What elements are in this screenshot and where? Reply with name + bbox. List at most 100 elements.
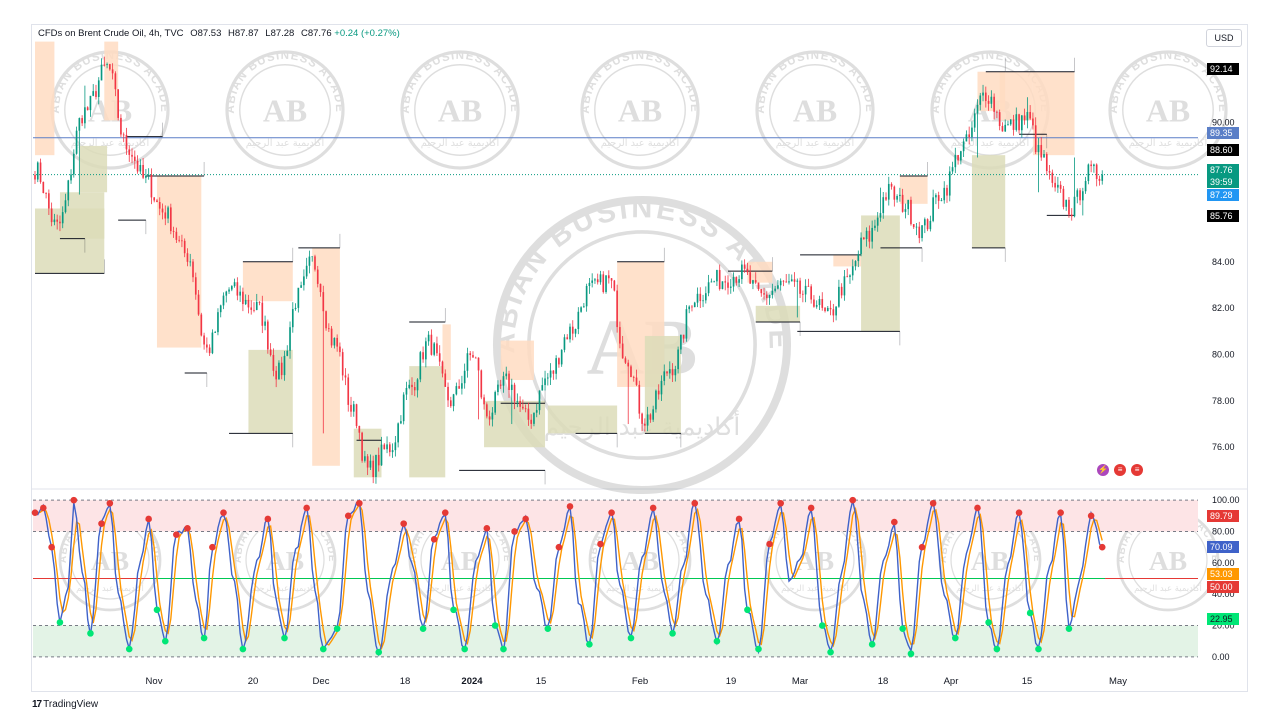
- candle-body: [1057, 184, 1059, 188]
- osc-high-marker: [430, 536, 438, 543]
- candle-body: [497, 384, 499, 393]
- candle-body: [413, 387, 416, 391]
- osc-tick-label: 40.00: [1212, 589, 1235, 599]
- candle-body: [932, 197, 934, 221]
- candle-body: [339, 346, 341, 353]
- candle-body: [383, 444, 386, 450]
- osc-low-marker: [755, 645, 762, 653]
- candle-body: [411, 384, 413, 388]
- price-badge: 87.28: [1207, 189, 1239, 201]
- candle-body: [840, 286, 843, 296]
- price-badge: 92.14: [1207, 63, 1239, 75]
- candle-body: [111, 69, 114, 74]
- candle-body: [92, 91, 95, 96]
- candle-body: [727, 282, 729, 288]
- candle-body: [103, 64, 106, 66]
- candle-body: [552, 370, 555, 374]
- candle-body: [574, 328, 577, 334]
- candle-body: [183, 240, 186, 254]
- symbol-title[interactable]: CFDs on Brent Crude Oil, 4h, TVC: [38, 28, 184, 39]
- candle-body: [1026, 111, 1029, 121]
- candle-body: [402, 394, 405, 422]
- branding-label: TradingView: [43, 699, 99, 710]
- candle-body: [438, 353, 441, 362]
- candle-body: [857, 254, 860, 262]
- candle-body: [743, 264, 746, 269]
- candle-body: [355, 404, 358, 426]
- tradingview-logo[interactable]: 17 TradingView: [32, 699, 98, 710]
- candle-body: [943, 187, 946, 201]
- candle-body: [976, 104, 979, 114]
- candle-body: [405, 387, 408, 395]
- candle-body: [558, 358, 560, 365]
- candle-body: [865, 230, 868, 240]
- osc-high-marker: [40, 504, 47, 512]
- candle-body: [510, 384, 513, 391]
- price-tick-label: 80.00: [1212, 350, 1235, 360]
- candle-body: [491, 412, 494, 420]
- candle-body: [131, 154, 133, 157]
- candle-body: [422, 352, 424, 360]
- candle-body: [1032, 118, 1034, 126]
- lightning-icon[interactable]: ⚡: [1097, 464, 1109, 476]
- candle-body: [1098, 178, 1101, 181]
- osc-high-marker: [849, 496, 857, 504]
- watermark-monogram: AB: [441, 545, 479, 576]
- candle-body: [106, 64, 108, 65]
- candle-body: [1043, 154, 1045, 158]
- demand-zone-14: [547, 405, 618, 434]
- candle-body: [979, 95, 982, 105]
- candle-body: [194, 277, 197, 295]
- candle-body: [713, 281, 715, 283]
- candle-body: [449, 400, 452, 407]
- candle-body: [167, 207, 169, 219]
- watermark-bottom-text: أكاديمية عبد الرحيم: [421, 136, 500, 149]
- candle-body: [480, 370, 483, 398]
- candle-body: [874, 225, 876, 228]
- candle-body: [175, 231, 178, 240]
- candle-body: [217, 312, 219, 333]
- candle-body: [400, 421, 402, 424]
- flag-icon-2[interactable]: ≡: [1131, 464, 1144, 476]
- candle-body: [876, 217, 879, 226]
- time-tick-label: Mar: [792, 676, 808, 687]
- candle-body: [214, 332, 217, 333]
- candle-body: [566, 337, 569, 340]
- chart-legend: CFDs on Brent Crude Oil, 4h, TVC O87.53 …: [38, 28, 400, 39]
- osc-low-marker: [1026, 609, 1034, 617]
- osc-high-marker: [974, 504, 981, 512]
- candle-body: [738, 279, 740, 283]
- candle-body: [685, 309, 688, 339]
- candle-body: [486, 404, 488, 417]
- candle-body: [375, 454, 377, 478]
- watermark-monogram: AB: [1146, 94, 1190, 129]
- candle-body: [1048, 171, 1051, 173]
- candle-body: [255, 302, 258, 310]
- candle-body: [236, 282, 239, 296]
- candle-body: [716, 270, 718, 282]
- time-tick-label: Nov: [146, 676, 163, 687]
- candle-body: [397, 423, 399, 443]
- candle-body: [940, 200, 943, 202]
- candle-body: [804, 285, 807, 295]
- candle-body: [386, 444, 388, 450]
- candle-body: [918, 226, 921, 239]
- osc-high-marker: [891, 518, 898, 526]
- candle-body: [646, 414, 649, 426]
- candle-body: [267, 321, 269, 350]
- watermark-bottom-text: أكاديمية عبد الرحيم: [776, 136, 855, 149]
- candle-body: [158, 202, 161, 209]
- candle-body: [39, 162, 42, 182]
- currency-button[interactable]: USD: [1206, 29, 1242, 47]
- osc-high-marker: [766, 540, 773, 548]
- flag-icon[interactable]: ≡: [1114, 464, 1127, 476]
- indicator-icons[interactable]: ⚡ ≡ ≡: [1097, 463, 1145, 476]
- candle-body: [666, 371, 668, 374]
- candle-body: [901, 194, 904, 212]
- candle-body: [796, 280, 799, 282]
- candle-body: [904, 209, 907, 212]
- candle-body: [86, 107, 89, 111]
- candle-body: [261, 302, 264, 326]
- candle-body: [996, 111, 998, 113]
